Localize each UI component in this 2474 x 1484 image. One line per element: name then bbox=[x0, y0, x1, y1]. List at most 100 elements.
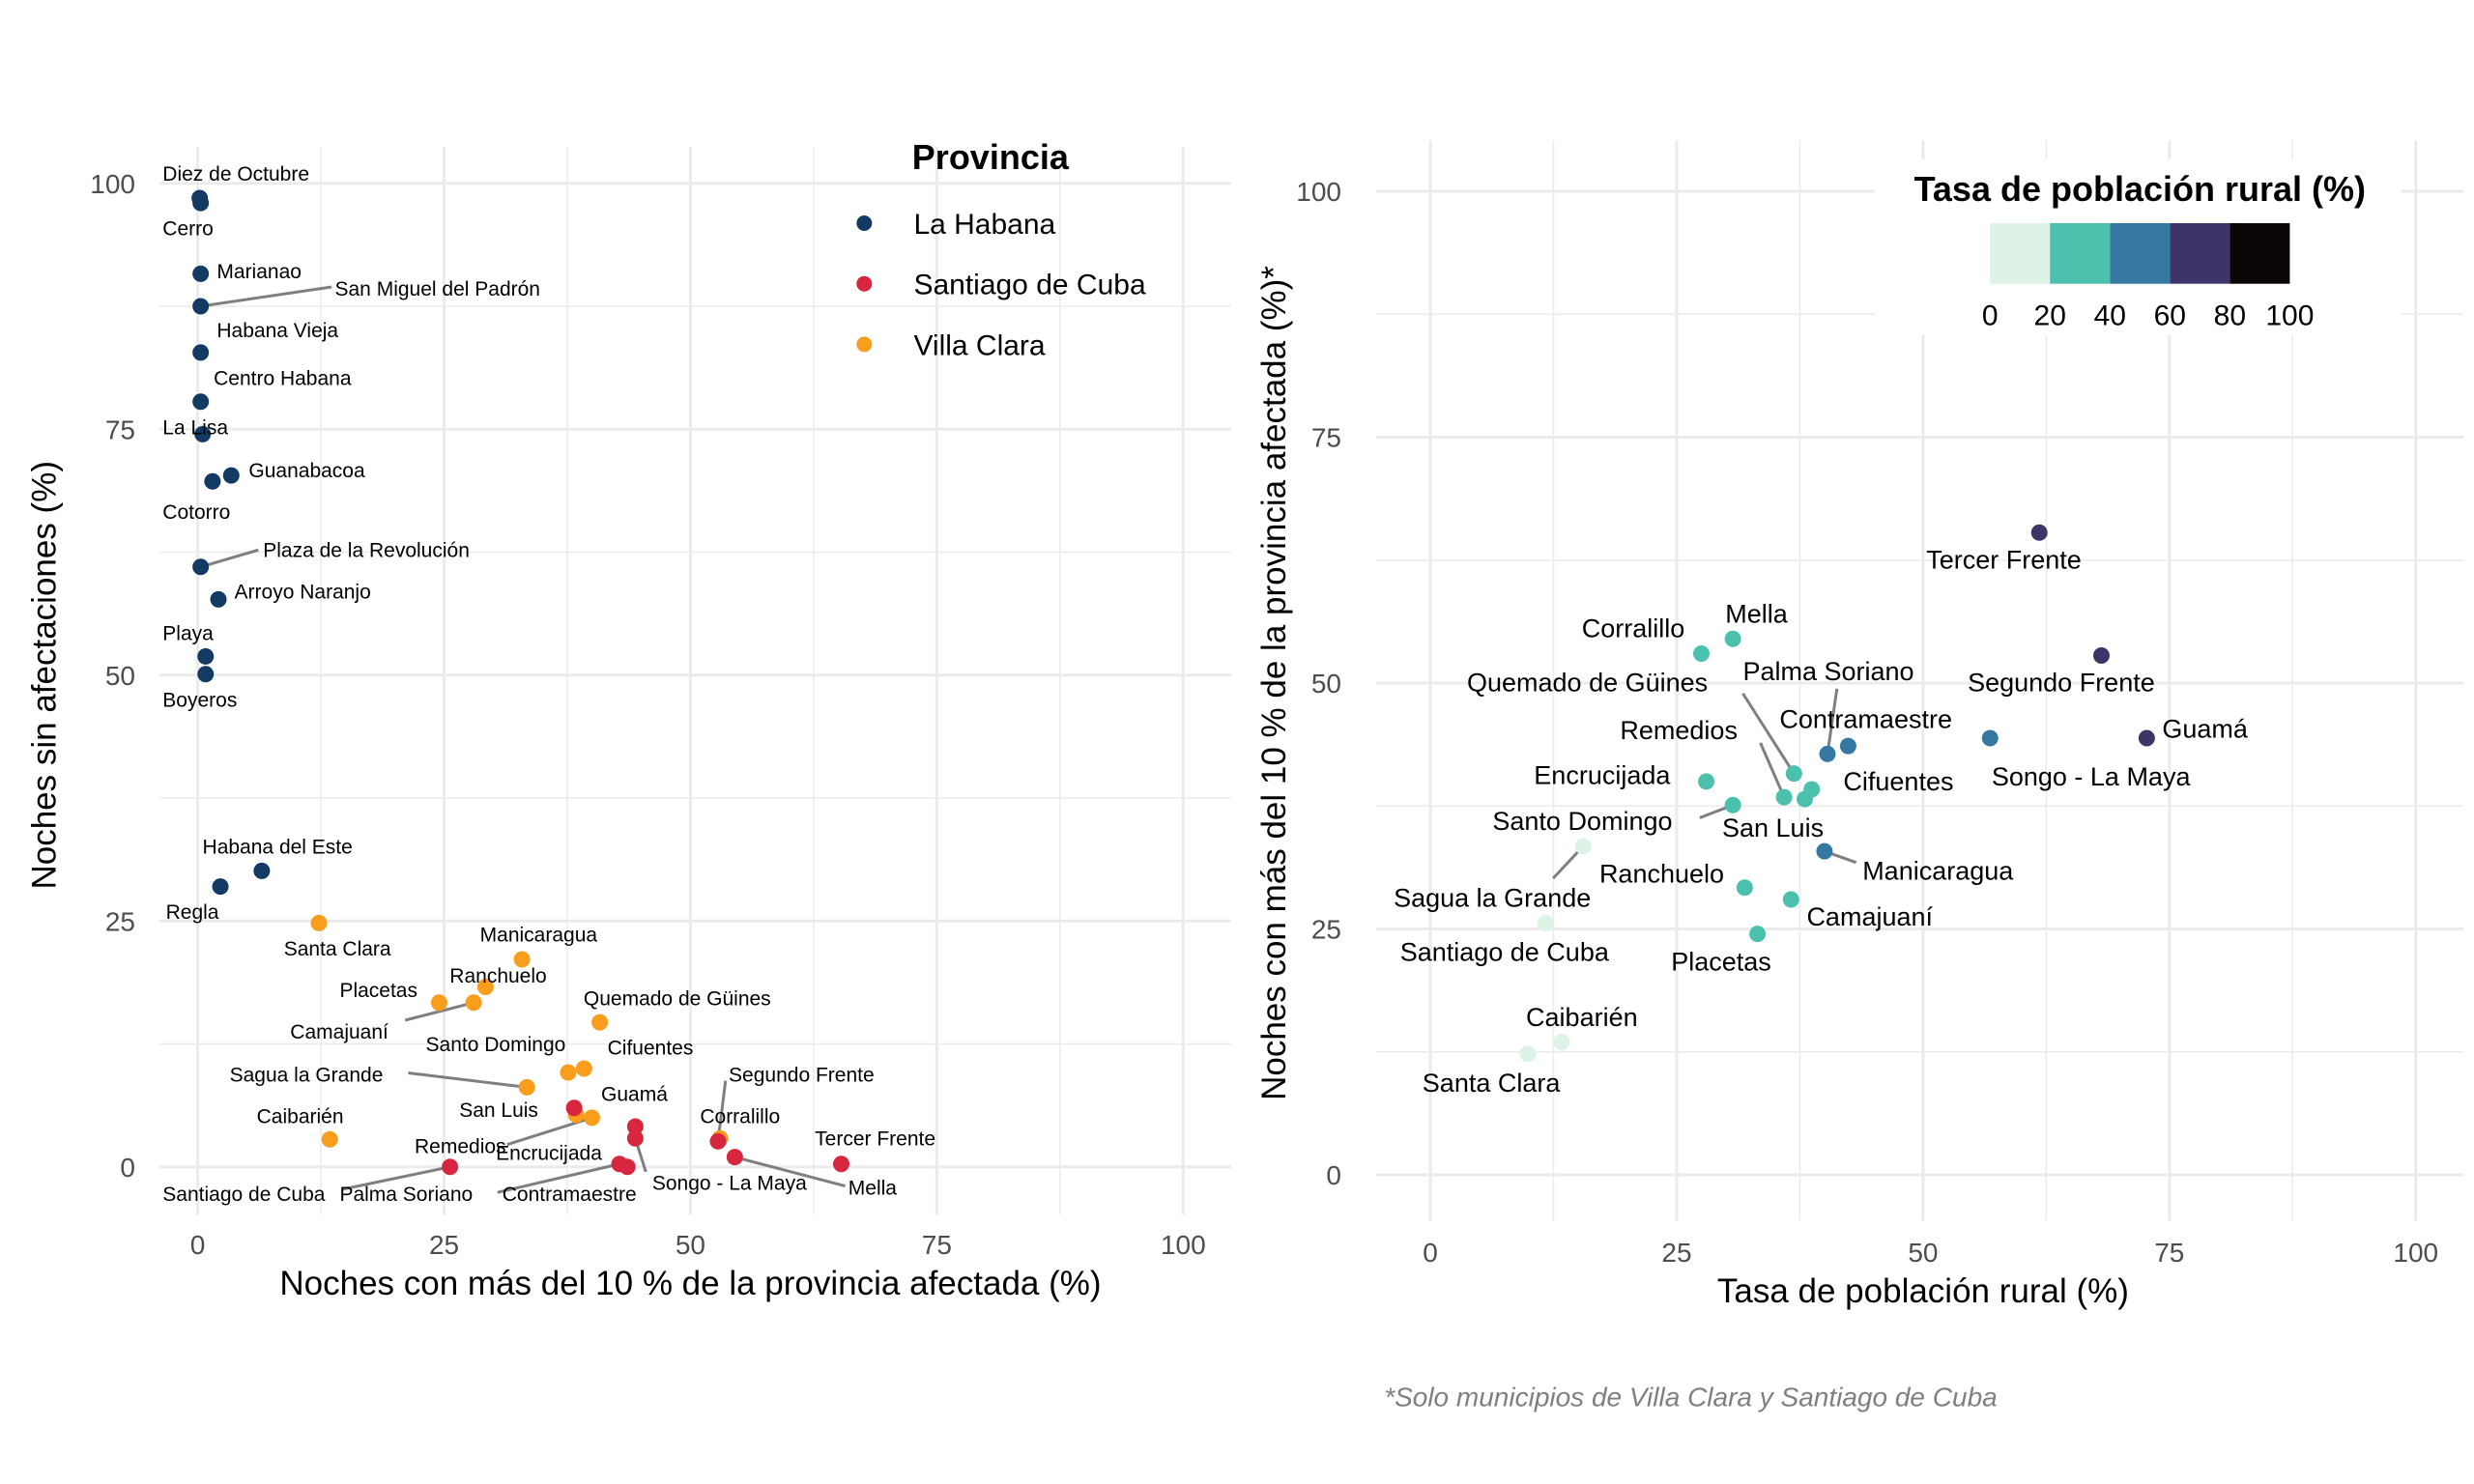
leader-line bbox=[408, 1070, 528, 1089]
data-point bbox=[476, 978, 494, 995]
data-point bbox=[1574, 838, 1592, 855]
legend-key-santiago-de-cuba bbox=[856, 275, 873, 292]
point-label: Santiago de Cuba bbox=[162, 1184, 325, 1206]
y-tick-label: 100 bbox=[1296, 177, 1341, 207]
point-label: Guamá bbox=[601, 1083, 668, 1105]
point-label: Mella bbox=[1725, 600, 1789, 629]
point-label: Manicaragua bbox=[480, 924, 598, 946]
data-point bbox=[197, 647, 215, 665]
point-label: Caibarién bbox=[1526, 1003, 1638, 1032]
point-label: Santo Domingo bbox=[426, 1034, 566, 1056]
point-label: Sagua la Grande bbox=[230, 1064, 384, 1086]
x-axis-title: Tasa de población rural (%) bbox=[1717, 1272, 2129, 1310]
leader-line bbox=[200, 548, 259, 569]
data-point bbox=[465, 994, 482, 1012]
point-label: Segundo Frente bbox=[1968, 669, 2155, 698]
data-point bbox=[442, 1158, 459, 1176]
point-label: Plaza de la Revolución bbox=[263, 540, 470, 562]
legend-color-bin bbox=[1990, 223, 2051, 284]
x-tick-label: 50 bbox=[676, 1230, 705, 1260]
x-tick-label: 50 bbox=[1908, 1238, 1938, 1268]
leader-line bbox=[342, 1165, 450, 1191]
leader-line bbox=[497, 1162, 620, 1194]
data-point bbox=[194, 425, 212, 442]
point-label: Regla bbox=[166, 901, 219, 924]
legend-label: Santiago de Cuba bbox=[913, 270, 1146, 301]
data-point bbox=[565, 1099, 583, 1117]
point-label: Segundo Frente bbox=[729, 1064, 875, 1086]
point-label: Songo - La Maya bbox=[1992, 762, 2192, 791]
point-label: Santo Domingo bbox=[1492, 807, 1672, 836]
data-point bbox=[1519, 1045, 1537, 1063]
point-label: Placetas bbox=[339, 980, 417, 1002]
data-point bbox=[513, 951, 531, 968]
data-point bbox=[192, 194, 210, 212]
y-tick-label: 50 bbox=[105, 661, 135, 691]
point-label: Contramaestre bbox=[503, 1184, 637, 1206]
point-label: Remedios bbox=[415, 1136, 506, 1158]
data-point bbox=[212, 878, 229, 896]
point-label: Quemado de Güines bbox=[584, 987, 771, 1010]
point-label: Tercer Frente bbox=[1926, 546, 2082, 575]
point-label: Palma Soriano bbox=[1742, 657, 1913, 686]
data-point bbox=[618, 1158, 636, 1176]
y-tick-label: 50 bbox=[1311, 669, 1341, 699]
data-point bbox=[1775, 788, 1793, 806]
data-point bbox=[204, 472, 221, 490]
data-point bbox=[583, 1109, 600, 1127]
point-label: San Luis bbox=[1722, 813, 1824, 842]
point-label: Camajuaní bbox=[1806, 902, 1933, 931]
data-point bbox=[1553, 1034, 1570, 1051]
legend-color-bin bbox=[2050, 223, 2111, 284]
point-label: San Miguel del Padrón bbox=[335, 278, 540, 300]
data-point bbox=[1981, 729, 1999, 747]
point-label: Camajuaní bbox=[290, 1021, 388, 1043]
point-label: Diez de Octubre bbox=[162, 163, 309, 186]
data-point bbox=[1724, 630, 1741, 647]
point-label: Tercer Frente bbox=[815, 1127, 935, 1150]
legend-background bbox=[1403, 214, 1882, 391]
data-point bbox=[192, 298, 210, 315]
data-point bbox=[310, 914, 328, 931]
data-point bbox=[253, 862, 271, 879]
y-tick-label: 0 bbox=[120, 1153, 135, 1183]
point-label: Palma Soriano bbox=[339, 1184, 473, 1206]
data-point bbox=[560, 1064, 577, 1081]
legend-tick-label: 20 bbox=[2034, 300, 2066, 332]
data-point bbox=[192, 344, 210, 361]
data-point bbox=[1736, 879, 1753, 897]
point-label: Quemado de Güines bbox=[1467, 669, 1708, 698]
data-point bbox=[197, 666, 215, 683]
y-tick-label: 25 bbox=[105, 906, 135, 936]
data-point bbox=[1749, 926, 1767, 943]
data-point bbox=[518, 1078, 535, 1096]
data-point bbox=[2138, 729, 2155, 747]
x-axis-title: Noches con más del 10 % de la provincia … bbox=[279, 1265, 1101, 1302]
legend-title: Tasa de población rural (%) bbox=[1914, 169, 2366, 209]
point-label: Sagua la Grande bbox=[1394, 883, 1591, 912]
point-label: Playa bbox=[162, 622, 214, 644]
point-label: Santiago de Cuba bbox=[1400, 938, 1610, 967]
legend-label: Villa Clara bbox=[913, 329, 1045, 361]
data-point bbox=[626, 1129, 644, 1147]
x-tick-label: 100 bbox=[2393, 1238, 2438, 1268]
data-point bbox=[726, 1149, 743, 1166]
legend-title: Provincia bbox=[912, 137, 1070, 177]
data-point bbox=[591, 1013, 609, 1031]
x-tick-label: 75 bbox=[922, 1230, 952, 1260]
point-label: Corralillo bbox=[1582, 614, 1685, 643]
leader-line bbox=[1826, 688, 1839, 755]
point-label: Ranchuelo bbox=[1599, 860, 1724, 889]
x-tick-label: 0 bbox=[1423, 1238, 1438, 1268]
leader-line bbox=[200, 285, 332, 308]
point-label: Caibarién bbox=[257, 1105, 344, 1127]
point-label: Cerro bbox=[162, 217, 214, 240]
point-label: Habana Vieja bbox=[216, 320, 338, 342]
point-label: Manicaragua bbox=[1862, 856, 2014, 885]
y-axis-title: Noches con más del 10 % de la provincia … bbox=[1255, 266, 1293, 1100]
data-point bbox=[1819, 745, 1836, 762]
data-point bbox=[192, 393, 210, 411]
point-label: Songo - La Maya bbox=[652, 1173, 807, 1195]
data-point bbox=[222, 467, 240, 484]
